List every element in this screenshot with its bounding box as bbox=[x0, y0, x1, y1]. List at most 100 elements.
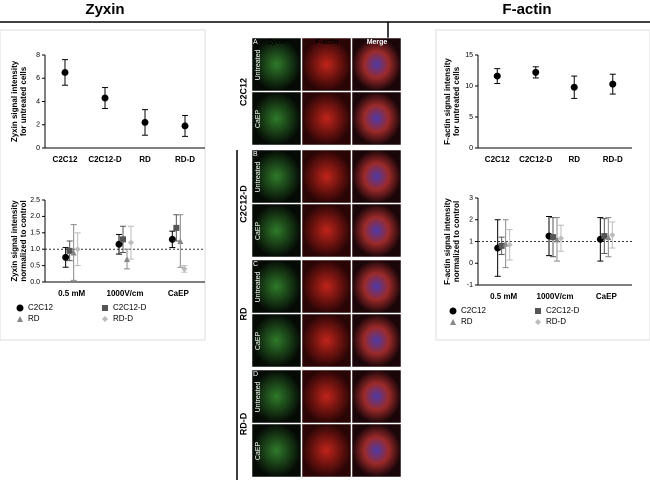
legend-marker bbox=[17, 316, 23, 322]
group-label: RD-D bbox=[238, 412, 248, 435]
micrograph-tile bbox=[351, 259, 402, 314]
panel-letter: A bbox=[253, 39, 258, 46]
point bbox=[605, 234, 612, 241]
point bbox=[532, 68, 540, 76]
x-tick-label: C2C12-D bbox=[88, 155, 122, 164]
y-tick-label: 10 bbox=[465, 83, 473, 90]
y-tick-label: 3 bbox=[469, 195, 473, 202]
x-tick-label: 0.5 mM bbox=[490, 292, 517, 301]
legend-marker bbox=[102, 305, 108, 311]
y-tick-label: 0 bbox=[36, 145, 40, 152]
micrograph-tile bbox=[351, 313, 402, 368]
x-tick-label: CaEP bbox=[168, 289, 190, 298]
y-tick-label: 1 bbox=[469, 238, 473, 245]
y-axis-label: normalized to control bbox=[452, 201, 461, 282]
point bbox=[609, 80, 617, 88]
micrograph-tile bbox=[301, 423, 352, 478]
y-tick-label: 2.5 bbox=[30, 197, 40, 204]
point bbox=[554, 236, 560, 243]
micrograph-tile bbox=[251, 91, 302, 146]
row-label: CaEP bbox=[255, 222, 262, 241]
column-label: Merge bbox=[367, 39, 388, 46]
point bbox=[550, 234, 556, 241]
micrograph-tile bbox=[301, 91, 352, 146]
legend-marker bbox=[450, 319, 456, 325]
micrograph-tile bbox=[351, 423, 402, 478]
legend-label: C2C12-D bbox=[546, 306, 580, 315]
x-tick-label: RD bbox=[568, 155, 580, 164]
legend-label: C2C12 bbox=[28, 303, 53, 312]
micrograph-tile bbox=[301, 37, 352, 92]
point bbox=[181, 265, 188, 272]
y-tick-label: 2.0 bbox=[30, 213, 40, 220]
column-label: Zyxin bbox=[268, 39, 286, 46]
legend-label: C2C12-D bbox=[113, 303, 147, 312]
row-label: CaEP bbox=[255, 332, 262, 351]
y-axis-label: normalized to control bbox=[19, 200, 28, 281]
panel-letter: C bbox=[253, 261, 258, 268]
point bbox=[74, 246, 81, 253]
point bbox=[493, 72, 501, 80]
point bbox=[128, 239, 134, 246]
micrograph-tile bbox=[351, 37, 402, 92]
x-tick-label: RD-D bbox=[603, 155, 623, 164]
micrograph-tile bbox=[251, 423, 302, 478]
legend-label: C2C12 bbox=[461, 306, 486, 315]
row-label: CaEP bbox=[255, 442, 262, 461]
y-tick-label: 6 bbox=[36, 75, 40, 82]
y-tick-label: 1.0 bbox=[30, 246, 40, 253]
x-tick-label: 1000V/cm bbox=[107, 289, 144, 298]
x-tick-label: C2C12-D bbox=[519, 155, 553, 164]
row-label: Untreated bbox=[255, 382, 262, 413]
column-label: F-actin bbox=[316, 39, 339, 46]
x-tick-label: CaEP bbox=[596, 292, 618, 301]
y-tick-label: 1.5 bbox=[30, 230, 40, 237]
point bbox=[498, 242, 505, 249]
micrograph-tile bbox=[251, 203, 302, 258]
row-label: Untreated bbox=[255, 50, 262, 81]
right-panel bbox=[435, 29, 650, 341]
x-tick-label: 1000V/cm bbox=[537, 292, 574, 301]
legend-label: RD-D bbox=[546, 317, 566, 326]
header-left: Zyxin bbox=[85, 1, 124, 18]
y-axis-label: Zyxin signal intensity bbox=[10, 200, 19, 282]
y-axis-label: for untreated cells bbox=[19, 66, 28, 136]
point bbox=[120, 236, 126, 243]
micrograph-tile bbox=[301, 313, 352, 368]
x-tick-label: RD bbox=[139, 155, 151, 164]
micrograph-tile bbox=[251, 369, 302, 424]
micrograph-tile bbox=[251, 259, 302, 314]
y-tick-label: 8 bbox=[36, 52, 40, 59]
x-tick-label: C2C12 bbox=[485, 155, 510, 164]
panel-letter: B bbox=[253, 151, 258, 158]
point bbox=[62, 253, 70, 261]
group-label: C2C12-D bbox=[238, 185, 248, 223]
point bbox=[141, 118, 149, 126]
point bbox=[173, 224, 180, 231]
group-label: RD bbox=[238, 307, 248, 320]
legend-label: RD bbox=[461, 317, 473, 326]
y-axis-label: Zyxin signal intensity bbox=[10, 60, 19, 142]
y-tick-label: 0.5 bbox=[30, 262, 40, 269]
y-tick-label: 2 bbox=[469, 217, 473, 224]
group-label: C2C12 bbox=[238, 78, 248, 106]
micrograph-tile bbox=[351, 369, 402, 424]
legend-marker bbox=[535, 308, 541, 314]
legend-marker bbox=[449, 307, 457, 315]
micrograph-tile bbox=[301, 369, 352, 424]
left-panel bbox=[0, 29, 206, 341]
legend-marker bbox=[535, 319, 541, 325]
y-tick-label: 5 bbox=[469, 114, 473, 121]
point bbox=[168, 235, 176, 243]
point bbox=[601, 233, 608, 240]
y-tick-label: 15 bbox=[465, 52, 473, 59]
x-tick-label: RD-D bbox=[175, 155, 195, 164]
y-tick-label: 0 bbox=[469, 260, 473, 267]
y-axis-label: F-actin signal intensity bbox=[443, 58, 452, 145]
row-label: Untreated bbox=[255, 162, 262, 193]
header-right: F-actin bbox=[502, 1, 551, 18]
micrograph-tile bbox=[301, 149, 352, 204]
point bbox=[66, 247, 73, 254]
